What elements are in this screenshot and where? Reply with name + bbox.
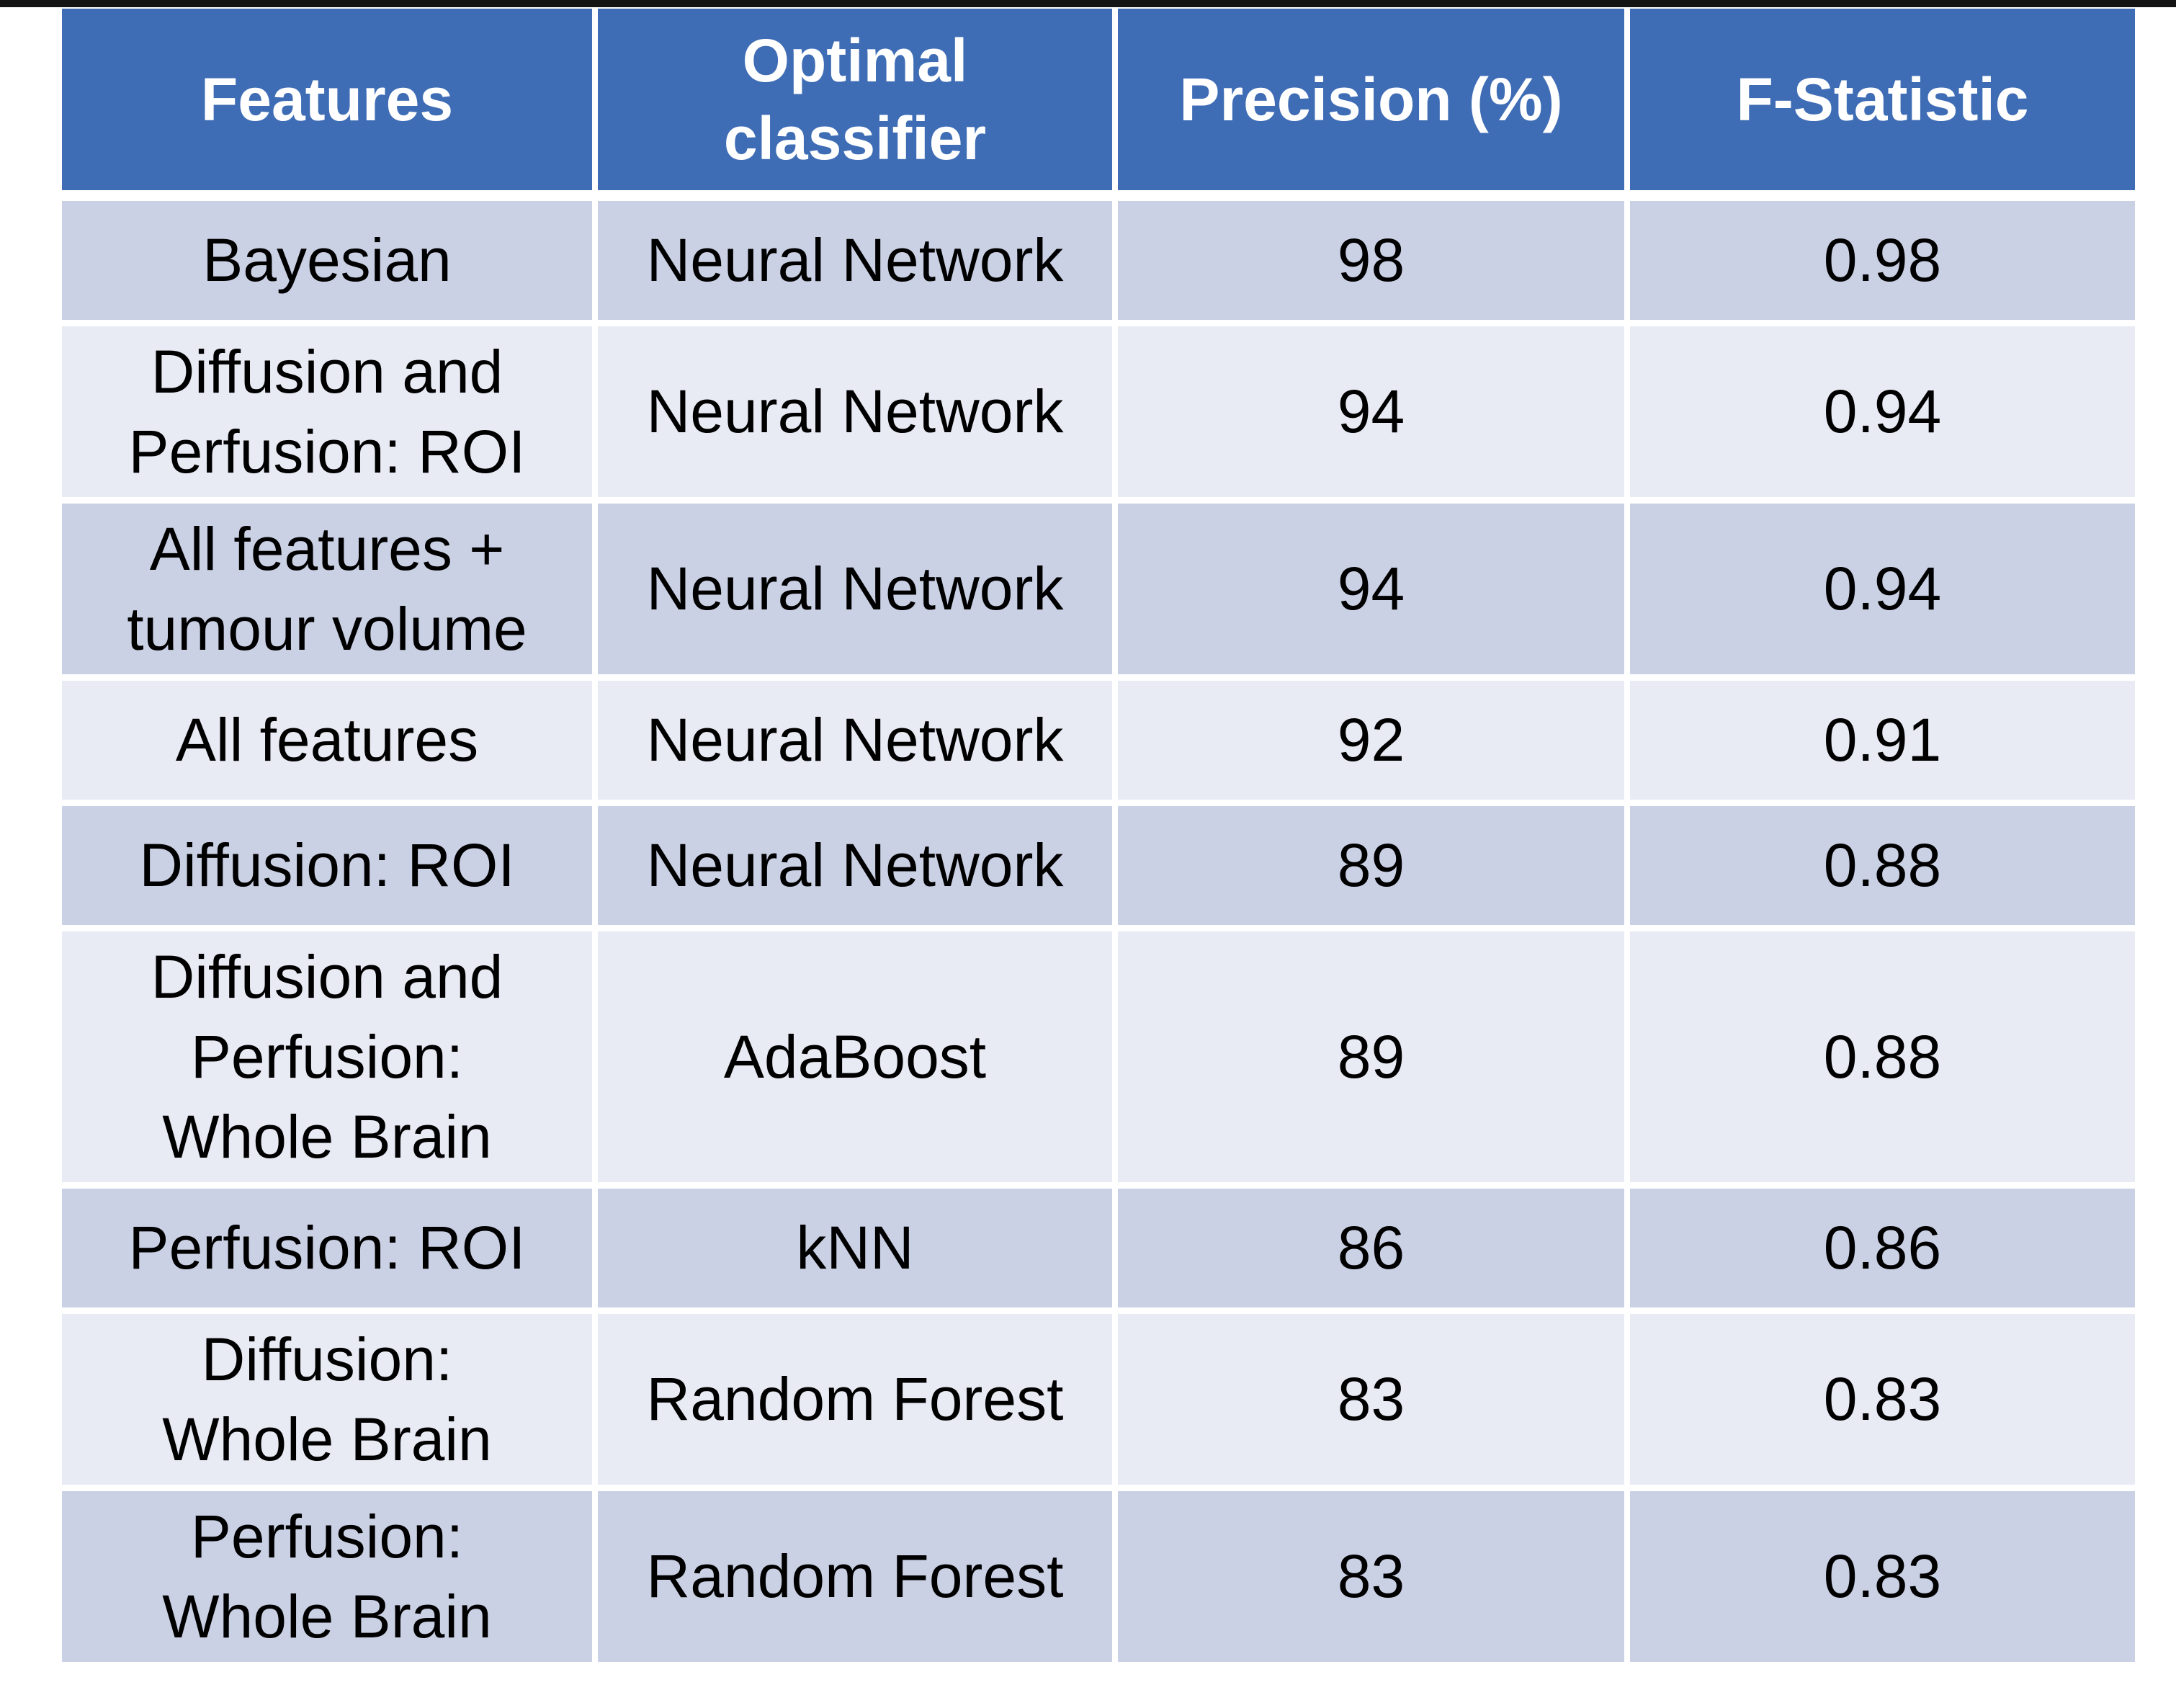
cell-precision: 92	[1115, 674, 1630, 803]
table-row: Diffusion: Whole Brain Random Forest 83 …	[62, 1307, 2135, 1488]
table-row: Perfusion: ROI kNN 86 0.86	[62, 1182, 2135, 1311]
cell-f-statistic: 0.98	[1627, 190, 2135, 323]
cell-features: Perfusion: Whole Brain	[62, 1485, 598, 1662]
table-row: Diffusion and Perfusion: ROI Neural Netw…	[62, 320, 2135, 501]
cell-classifier: Neural Network	[595, 497, 1118, 678]
table-row: Bayesian Neural Network 98 0.98	[62, 190, 2135, 323]
cell-features: Diffusion and Perfusion: ROI	[62, 320, 598, 501]
cell-classifier: kNN	[595, 1182, 1118, 1311]
table-row: Diffusion: ROI Neural Network 89 0.88	[62, 800, 2135, 929]
cell-f-statistic: 0.83	[1627, 1307, 2135, 1488]
cell-precision: 94	[1115, 320, 1630, 501]
header-row: Features Optimal classifier Precision (%…	[62, 9, 2135, 196]
cell-f-statistic: 0.86	[1627, 1182, 2135, 1311]
cell-features: Diffusion and Perfusion: Whole Brain	[62, 925, 598, 1186]
table-header: Features Optimal classifier Precision (%…	[62, 9, 2135, 196]
cell-precision: 86	[1115, 1182, 1630, 1311]
table-row: Diffusion and Perfusion: Whole Brain Ada…	[62, 925, 2135, 1186]
column-header-f-statistic: F-Statistic	[1627, 9, 2135, 196]
cell-classifier: Neural Network	[595, 190, 1118, 323]
cell-features: All features + tumour volume	[62, 497, 598, 678]
cell-features: Bayesian	[62, 190, 598, 323]
cell-precision: 89	[1115, 925, 1630, 1186]
column-header-precision: Precision (%)	[1115, 9, 1630, 196]
cell-precision: 83	[1115, 1307, 1630, 1488]
top-border-bar	[0, 0, 2176, 7]
cell-classifier: Random Forest	[595, 1485, 1118, 1662]
cell-features: All features	[62, 674, 598, 803]
cell-precision: 89	[1115, 800, 1630, 929]
cell-precision: 98	[1115, 190, 1630, 323]
cell-features: Diffusion: ROI	[62, 800, 598, 929]
cell-classifier: Neural Network	[595, 320, 1118, 501]
column-header-features: Features	[62, 9, 598, 196]
cell-classifier: Neural Network	[595, 674, 1118, 803]
cell-f-statistic: 0.94	[1627, 497, 2135, 678]
cell-precision: 94	[1115, 497, 1630, 678]
cell-f-statistic: 0.94	[1627, 320, 2135, 501]
cell-f-statistic: 0.88	[1627, 925, 2135, 1186]
column-header-classifier: Optimal classifier	[595, 9, 1118, 196]
results-table: Features Optimal classifier Precision (%…	[62, 9, 2135, 1662]
cell-features: Diffusion: Whole Brain	[62, 1307, 598, 1488]
cell-classifier: Neural Network	[595, 800, 1118, 929]
table-row: All features Neural Network 92 0.91	[62, 674, 2135, 803]
cell-f-statistic: 0.91	[1627, 674, 2135, 803]
table-row: All features + tumour volume Neural Netw…	[62, 497, 2135, 678]
table-row: Perfusion: Whole Brain Random Forest 83 …	[62, 1485, 2135, 1662]
cell-classifier: AdaBoost	[595, 925, 1118, 1186]
cell-f-statistic: 0.88	[1627, 800, 2135, 929]
cell-classifier: Random Forest	[595, 1307, 1118, 1488]
cell-features: Perfusion: ROI	[62, 1182, 598, 1311]
cell-precision: 83	[1115, 1485, 1630, 1662]
cell-f-statistic: 0.83	[1627, 1485, 2135, 1662]
table-body: Bayesian Neural Network 98 0.98 Diffusio…	[62, 190, 2135, 1662]
results-table-container: Features Optimal classifier Precision (%…	[62, 9, 2135, 1662]
